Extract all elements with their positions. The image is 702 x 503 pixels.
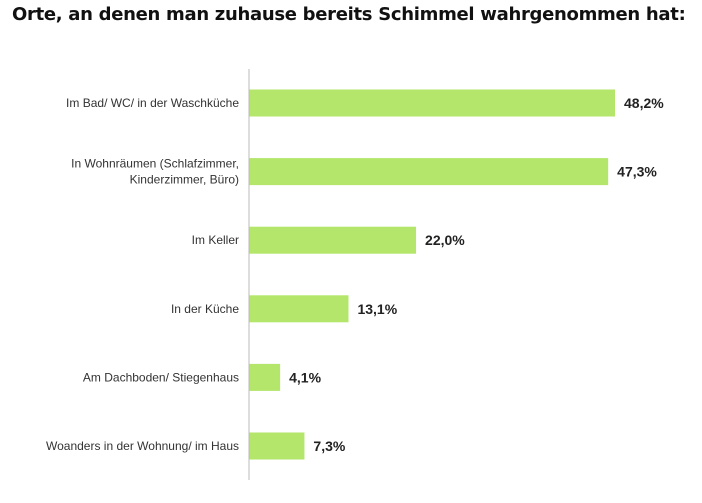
category-label: Im Bad/ WC/ in der Waschküche: [66, 96, 239, 110]
data-label: 13,1%: [357, 301, 397, 317]
category-label: Im Keller: [192, 233, 239, 247]
category-label: Kinderzimmer, Büro): [130, 173, 239, 187]
bar: [249, 432, 305, 460]
bar: [249, 363, 281, 391]
data-label: 4,1%: [289, 369, 321, 385]
category-label: Am Dachboden/ Stiegenhaus: [83, 370, 239, 384]
category-label: In Wohnräumen (Schlafzimmer,: [71, 157, 239, 171]
data-label: 47,3%: [617, 164, 657, 180]
data-label: 48,2%: [624, 95, 664, 111]
data-label: 22,0%: [425, 232, 465, 248]
bar: [249, 158, 609, 186]
bar: [249, 226, 417, 254]
category-label: In der Küche: [171, 302, 239, 316]
bar: [249, 89, 615, 117]
chart-title: Orte, an denen man zuhause bereits Schim…: [12, 4, 686, 25]
data-label: 7,3%: [313, 438, 345, 454]
bar: [249, 295, 349, 323]
category-label: Woanders in der Wohnung/ im Haus: [46, 439, 239, 453]
